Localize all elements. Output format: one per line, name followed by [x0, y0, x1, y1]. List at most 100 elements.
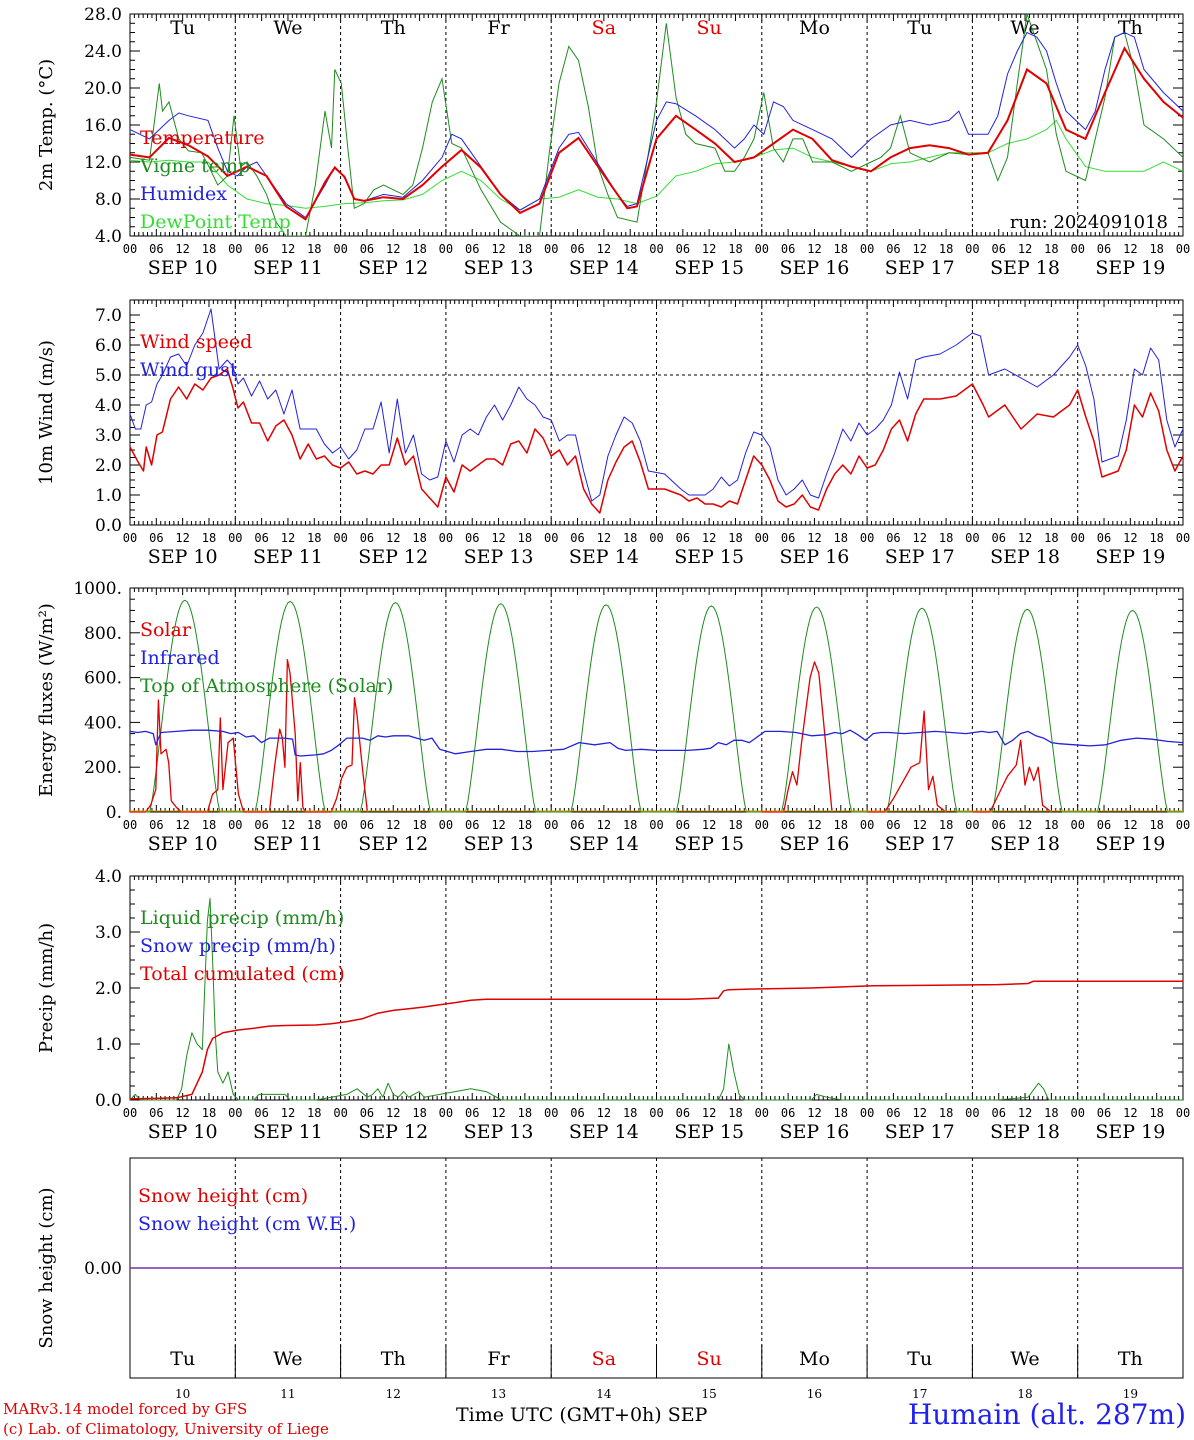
- series-total-cumulated-cm-: [129, 980, 1183, 1100]
- hour-label: 06: [465, 531, 479, 545]
- day-name: Mo: [799, 17, 830, 39]
- y-tick-label: 28.0: [84, 5, 122, 25]
- hour-label: 06: [991, 531, 1005, 545]
- series-wind-gust: [129, 308, 1184, 502]
- hour-label: 06: [465, 818, 479, 832]
- hour-label: 00: [1070, 818, 1084, 832]
- hour-label: 18: [307, 1106, 321, 1120]
- y-tick-label: 800.: [84, 624, 122, 644]
- hour-label: 06: [360, 818, 374, 832]
- hour-label: 18: [623, 242, 637, 256]
- legend-entry: Infrared: [140, 647, 220, 669]
- y-tick-label: 1.0: [95, 486, 122, 506]
- hour-label: 06: [1097, 1106, 1111, 1120]
- date-label: SEP 12: [358, 546, 428, 568]
- hour-label: 18: [623, 818, 637, 832]
- day-name: Th: [381, 17, 406, 39]
- hour-label: 06: [886, 1106, 900, 1120]
- series-humidex: [130, 31, 1183, 219]
- hour-label: 12: [1123, 531, 1137, 545]
- hour-label: 12: [386, 1106, 400, 1120]
- hour-label: 00: [860, 818, 874, 832]
- hour-label: 00: [965, 531, 979, 545]
- hour-label: 12: [807, 531, 821, 545]
- hour-label: 18: [1044, 531, 1058, 545]
- date-label: SEP 17: [885, 833, 955, 855]
- y-tick-label: 0.00: [84, 1259, 122, 1279]
- hour-label: 18: [939, 1106, 953, 1120]
- hour-label: 06: [991, 242, 1005, 256]
- hour-label: 00: [228, 1106, 242, 1120]
- day-number: 13: [491, 1387, 506, 1401]
- hour-label: 12: [597, 242, 611, 256]
- y-tick-label: 20.0: [84, 79, 122, 99]
- y-tick-label: 0.0: [95, 1091, 122, 1111]
- hour-label: 12: [491, 818, 505, 832]
- hour-label: 00: [755, 242, 769, 256]
- hour-label: 00: [123, 531, 137, 545]
- hour-label: 12: [702, 818, 716, 832]
- hour-label: 06: [1097, 242, 1111, 256]
- station-name: Humain (alt. 287m): [907, 1398, 1186, 1431]
- date-label: SEP 18: [990, 833, 1060, 855]
- hour-label: 18: [412, 1106, 426, 1120]
- hour-label: 12: [1018, 818, 1032, 832]
- panel-3-frame: [129, 587, 1184, 813]
- date-label: SEP 11: [253, 833, 323, 855]
- run-annotation: run: 2024091018: [1010, 212, 1168, 233]
- y-tick-label: 6.0: [95, 336, 122, 356]
- hour-label: 18: [1044, 242, 1058, 256]
- y-tick-label: 3.0: [95, 923, 122, 943]
- date-label: SEP 14: [569, 833, 639, 855]
- hour-label: 12: [1123, 818, 1137, 832]
- hour-label: 00: [333, 531, 347, 545]
- hour-label: 06: [676, 1106, 690, 1120]
- hour-label: 06: [1097, 818, 1111, 832]
- legend-entry: Snow precip (mm/h): [140, 935, 336, 957]
- hour-label: 12: [175, 818, 189, 832]
- hour-label: 00: [333, 818, 347, 832]
- hour-label: 18: [728, 531, 742, 545]
- date-label: SEP 18: [990, 1121, 1060, 1143]
- hour-label: 12: [1123, 242, 1137, 256]
- series-solar-day: [761, 661, 833, 813]
- hour-label: 00: [965, 242, 979, 256]
- hour-label: 18: [307, 242, 321, 256]
- hour-label: 18: [939, 818, 953, 832]
- hour-label: 18: [1044, 818, 1058, 832]
- hour-label: 00: [439, 531, 453, 545]
- hour-label: 00: [123, 818, 137, 832]
- date-label: SEP 10: [148, 1121, 218, 1143]
- series-vigne-temp: [130, 14, 1183, 236]
- series-dewpoint-temp: [130, 119, 1183, 211]
- hour-label: 18: [728, 242, 742, 256]
- hour-label: 00: [439, 1106, 453, 1120]
- date-label: SEP 11: [253, 546, 323, 568]
- y-tick-label: 7.0: [95, 306, 122, 326]
- hour-label: 12: [281, 818, 295, 832]
- hour-label: 06: [676, 531, 690, 545]
- hour-label: 18: [307, 531, 321, 545]
- hour-label: 00: [755, 818, 769, 832]
- hour-label: 12: [491, 242, 505, 256]
- hour-label: 12: [913, 818, 927, 832]
- hour-label: 18: [518, 818, 532, 832]
- hour-label: 06: [570, 531, 584, 545]
- hour-label: 06: [676, 818, 690, 832]
- date-label: SEP 19: [1095, 1121, 1165, 1143]
- hour-label: 06: [149, 818, 163, 832]
- y-tick-label: 4.0: [95, 396, 122, 416]
- hour-label: 18: [939, 531, 953, 545]
- hour-label: 18: [518, 531, 532, 545]
- hour-label: 12: [913, 242, 927, 256]
- hour-label: 06: [781, 531, 795, 545]
- day-name: Tu: [170, 1348, 195, 1370]
- y-axis-label: 10m Wind (m/s): [36, 340, 57, 485]
- hour-label: 12: [1018, 1106, 1032, 1120]
- day-name: Fr: [487, 17, 510, 39]
- hour-label: 06: [254, 1106, 268, 1120]
- hour-label: 12: [913, 531, 927, 545]
- hour-label: 00: [544, 818, 558, 832]
- hour-label: 12: [702, 1106, 716, 1120]
